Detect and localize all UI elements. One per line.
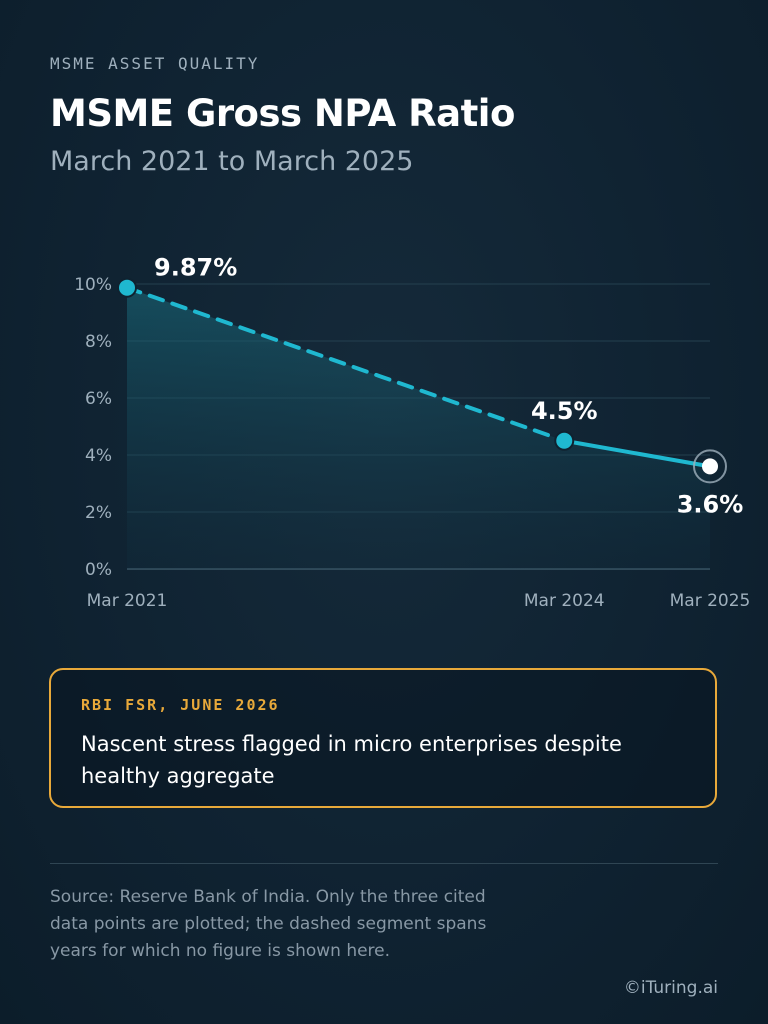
y-tick-label: 4% [85, 446, 112, 466]
highlight-ring [693, 449, 727, 484]
data-label: 4.5% [531, 397, 598, 425]
callout-box: RBI FSR, JUNE 2026 Nascent stress flagge… [49, 668, 717, 808]
x-tick-label: Mar 2024 [524, 591, 605, 611]
chart-title: MSME Gross NPA Ratio [50, 92, 515, 135]
y-tick-label: 6% [85, 389, 112, 409]
x-tick-label: Mar 2021 [87, 591, 168, 611]
y-tick-label: 2% [85, 503, 112, 523]
data-label: 3.6% [677, 490, 744, 518]
source-note: Source: Reserve Bank of India. Only the … [50, 887, 487, 961]
callout-text: Nascent stress flagged in micro enterpri… [81, 732, 622, 788]
dashed-line-segment [125, 285, 567, 443]
y-tick-label: 10% [74, 275, 112, 295]
callout-label: RBI FSR, JUNE 2026 [81, 696, 280, 714]
y-tick-label: 8% [85, 332, 112, 352]
line-chart: 0% 2% 4% 6% 8% 10% Mar 2021 Mar 2024 Mar 2025 9.… [74, 254, 751, 611]
area-fill [127, 287, 710, 569]
solid-line-segment [562, 438, 712, 469]
y-tick-label: 0% [85, 560, 112, 580]
divider [50, 863, 718, 864]
data-point [554, 430, 575, 451]
eyebrow-label: MSME ASSET QUALITY [50, 54, 260, 73]
data-label: 9.87% [154, 254, 237, 282]
chart-subtitle: March 2021 to March 2025 [50, 146, 414, 177]
x-tick-label: Mar 2025 [670, 591, 751, 611]
data-point [117, 277, 137, 298]
data-point [702, 458, 718, 475]
credit-label: ©iTuring.ai [623, 978, 718, 998]
